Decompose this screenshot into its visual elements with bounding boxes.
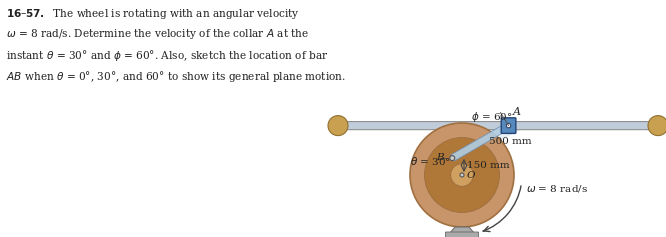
Text: B: B [437, 153, 444, 162]
FancyBboxPatch shape [337, 122, 659, 130]
FancyBboxPatch shape [501, 118, 516, 133]
Circle shape [328, 116, 348, 136]
Circle shape [410, 123, 514, 227]
Text: $\phi$ = 60°: $\phi$ = 60° [471, 110, 512, 124]
Polygon shape [443, 123, 499, 168]
Text: O: O [467, 172, 476, 181]
Polygon shape [450, 123, 510, 161]
Circle shape [424, 137, 500, 212]
Circle shape [648, 116, 666, 136]
Circle shape [506, 123, 511, 128]
Text: $\mathbf{16–57.}$  The wheel is rotating with an angular velocity
$\omega$ = 8 r: $\mathbf{16–57.}$ The wheel is rotating … [6, 7, 346, 84]
Text: $\theta$ = 30°: $\theta$ = 30° [410, 155, 452, 167]
Text: $\omega$ = 8 rad/s: $\omega$ = 8 rad/s [526, 182, 588, 193]
Text: 150 mm: 150 mm [467, 161, 509, 170]
Text: 500 mm: 500 mm [489, 137, 531, 146]
Circle shape [451, 164, 474, 187]
Circle shape [460, 173, 464, 177]
Text: A: A [513, 107, 521, 117]
Circle shape [450, 156, 455, 161]
Polygon shape [460, 123, 521, 159]
Polygon shape [449, 227, 475, 234]
FancyBboxPatch shape [446, 232, 478, 237]
